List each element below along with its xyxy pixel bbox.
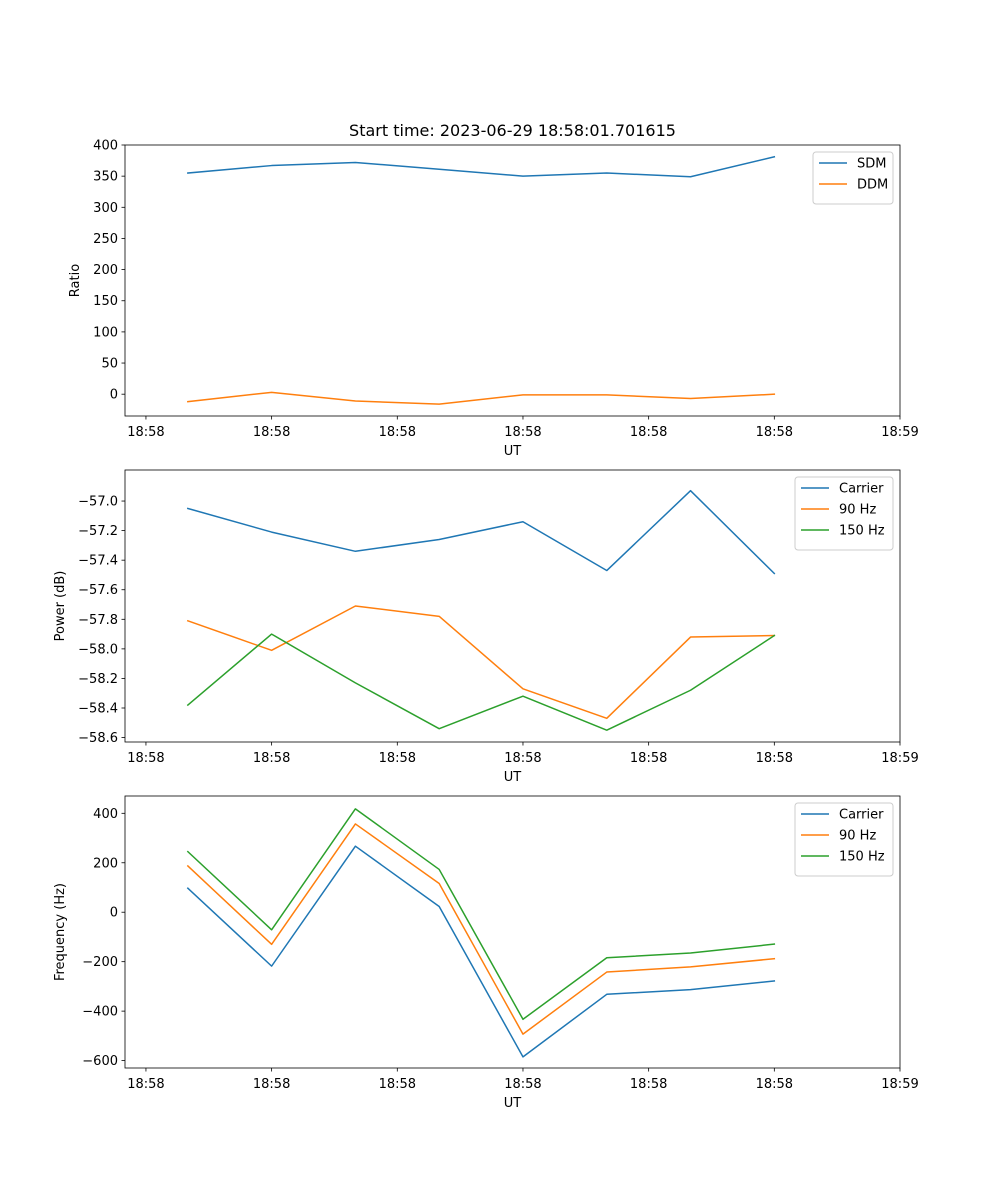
y-tick-label: 150 [93,294,118,309]
y-tick-label: −600 [82,1054,118,1069]
y-tick-label: −57.2 [78,524,118,539]
x-tick-label: 18:58 [127,425,164,440]
x-tick-label: 18:58 [253,1077,290,1092]
y-tick-label: −57.0 [78,495,118,510]
x-tick-label: 18:58 [630,425,667,440]
y-tick-label: 0 [110,388,118,403]
y-tick-label: −58.0 [78,642,118,657]
legend-label: Carrier [839,808,884,823]
x-tick-label: 18:59 [881,751,918,766]
y-tick-label: −200 [82,955,118,970]
legend-label: Carrier [839,482,884,497]
x-tick-label: 18:58 [756,1077,793,1092]
x-tick-label: 18:58 [379,751,416,766]
y-tick-label: 300 [93,201,118,216]
series-line-3 [186,633,776,731]
y-axis-label: Ratio [68,264,83,297]
y-tick-label: −400 [82,1005,118,1020]
x-tick-label: 18:58 [630,1077,667,1092]
series-line-2 [186,823,776,1035]
x-tick-label: 18:58 [127,751,164,766]
legend: Carrier 90 Hz 150 Hz [794,802,894,877]
y-tick-label: 100 [93,325,118,340]
panel-1: 18:58 18:58 18:58 18:58 18:58 18:58 18:59 0 50 10… [68,139,919,460]
y-tick-label: 250 [93,232,118,247]
x-tick-label: 18:58 [756,425,793,440]
legend-box [812,151,894,205]
x-tick-label: 18:58 [504,1077,541,1092]
legend-label: 90 Hz [839,829,876,844]
legend-label: 150 Hz [839,524,885,539]
y-tick-label: 0 [110,906,118,921]
x-axis-label: UT [504,770,522,785]
x-tick-label: 18:58 [127,1077,164,1092]
axes-frame [124,469,901,743]
y-tick-label: −58.4 [78,702,118,717]
series-line-1 [187,155,776,178]
y-tick-label: −58.6 [78,731,118,746]
y-tick-label: −57.8 [78,613,118,628]
y-tick-label: −57.4 [78,554,118,569]
legend-label: 150 Hz [839,850,885,865]
axes-frame [124,144,901,417]
x-tick-label: 18:59 [881,1077,918,1092]
y-tick-label: 350 [93,170,118,185]
panel-3: 18:58 18:58 18:58 18:58 18:58 18:58 18:59 400 20… [53,795,919,1111]
legend-label: DDM [857,178,888,193]
x-tick-label: 18:58 [504,425,541,440]
x-axis-label: UT [504,1096,522,1111]
series-line-3 [186,808,776,1021]
panel-2: 18:58 18:58 18:58 18:58 18:58 18:58 18:59 −57.0… [53,469,919,785]
x-tick-label: 18:58 [504,751,541,766]
x-tick-label: 18:58 [253,425,290,440]
x-axis-label: UT [504,444,522,459]
x-tick-label: 18:58 [379,1077,416,1092]
legend-label: 90 Hz [839,503,876,518]
series-line-1 [186,489,776,575]
y-tick-label: 200 [93,856,118,871]
chart-title: Start time: 2023-06-29 18:58:01.701615 [349,121,676,140]
series-line-2 [186,605,776,720]
x-tick-label: 18:58 [253,751,290,766]
y-axis-label: Frequency (Hz) [53,883,68,981]
axes-frame [124,795,901,1069]
y-tick-label: −58.2 [78,672,118,687]
x-tick-label: 18:59 [881,425,918,440]
legend: Carrier 90 Hz 150 Hz [794,476,894,551]
x-tick-label: 18:58 [630,751,667,766]
legend: SDM DDM [812,151,894,205]
y-tick-label: 400 [93,807,118,822]
x-tick-label: 18:58 [756,751,793,766]
panels: 18:58 18:58 18:58 18:58 18:58 18:58 18:59 0 50 10… [53,139,919,1112]
x-tick-label: 18:58 [379,425,416,440]
y-tick-label: 200 [93,263,118,278]
y-tick-label: 50 [101,357,118,372]
y-tick-label: −57.6 [78,583,118,598]
legend-box [794,802,894,877]
legend-label: SDM [857,157,886,172]
y-tick-label: 400 [93,139,118,154]
y-axis-label: Power (dB) [53,571,68,642]
series-line-1 [186,845,776,1058]
series-line-2 [187,391,776,405]
legend-box [794,476,894,551]
